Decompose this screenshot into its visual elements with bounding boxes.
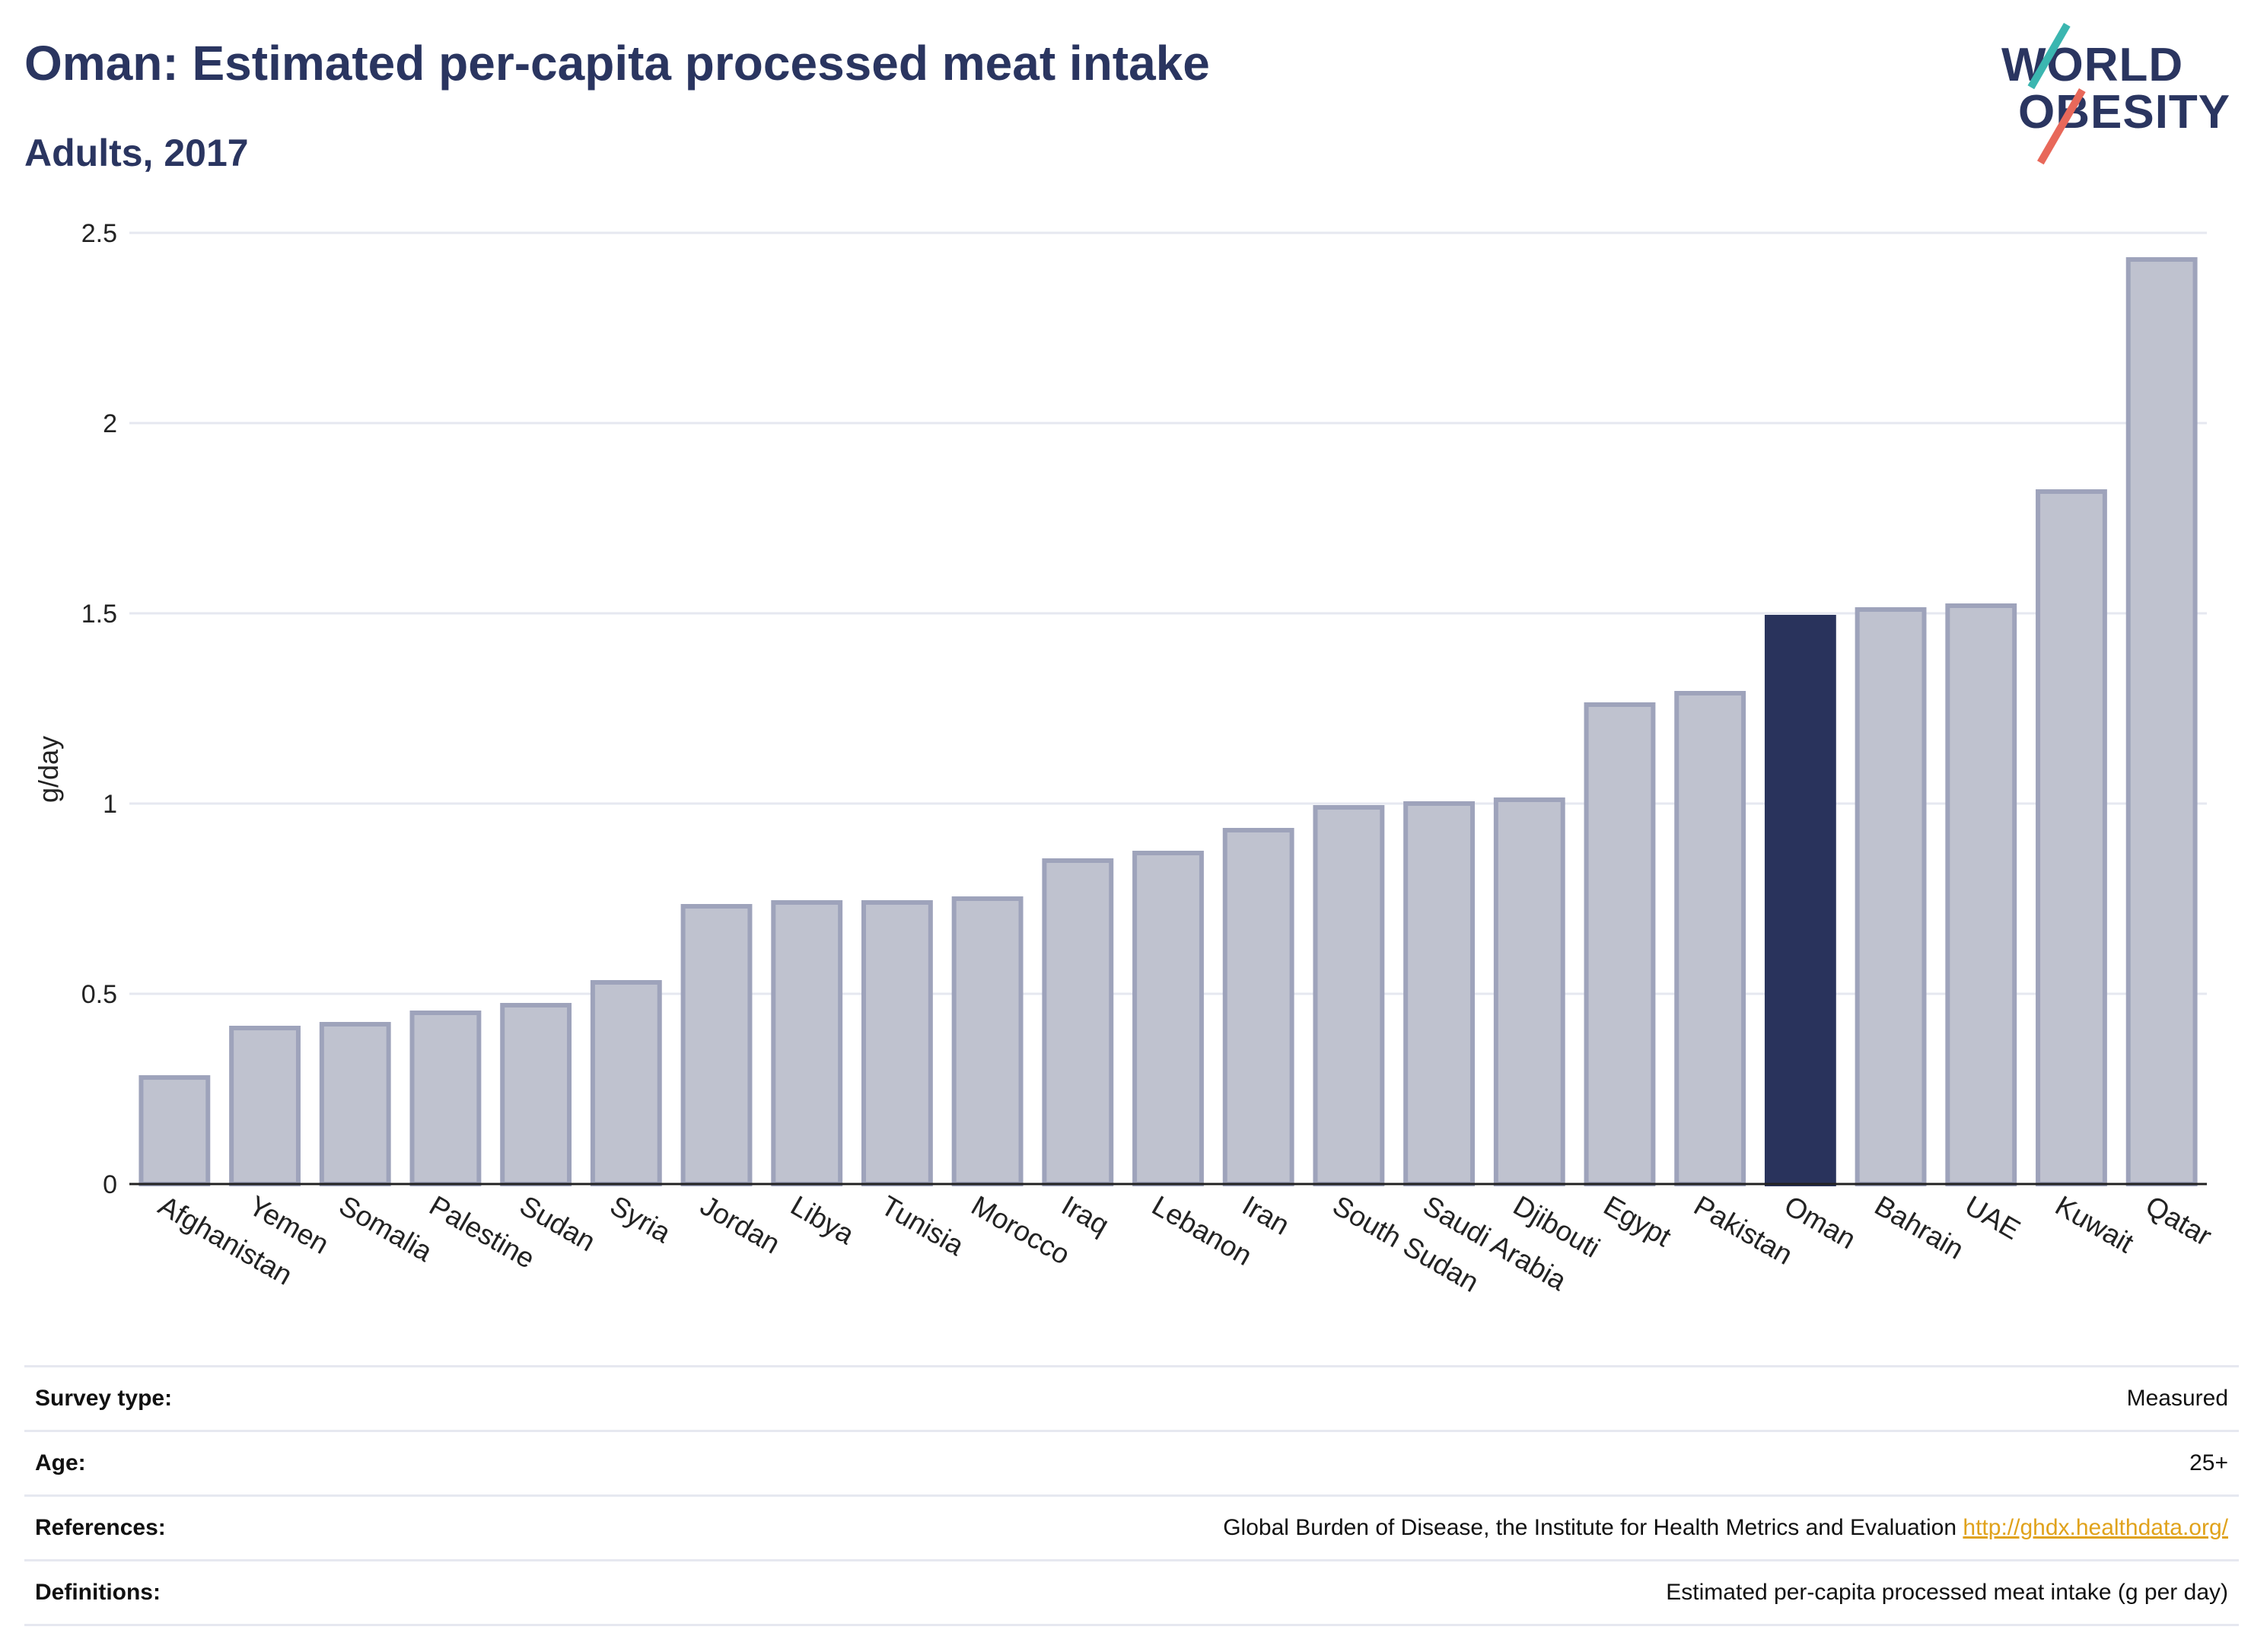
y-tick-label: 1.5	[81, 600, 117, 629]
x-tick-label: Jordan	[696, 1189, 785, 1259]
info-value-references: Global Burden of Disease, the Institute …	[1223, 1515, 2228, 1541]
x-tick-label: UAE	[1960, 1189, 2025, 1246]
x-tick-label: Tunisia	[876, 1189, 969, 1262]
bar	[951, 896, 1024, 1186]
info-row-survey-type: Survey type: Measured	[24, 1365, 2239, 1430]
info-value: Estimated per-capita processed meat inta…	[1666, 1580, 2228, 1605]
x-tick-label: Bahrain	[1870, 1189, 1969, 1265]
reference-text: Global Burden of Disease, the Institute …	[1223, 1515, 1957, 1540]
x-tick-label: Kuwait	[2050, 1189, 2139, 1259]
x-tick-label: Iran	[1237, 1189, 1295, 1240]
bar	[861, 900, 933, 1186]
y-tick-label: 1	[103, 790, 117, 819]
bar	[500, 1003, 572, 1186]
chart-title: Oman: Estimated per-capita processed mea…	[24, 36, 1210, 91]
x-tick-label: Morocco	[966, 1189, 1075, 1270]
bar	[138, 1075, 211, 1186]
y-axis-label: g/day	[33, 736, 64, 803]
info-value: Measured	[2126, 1386, 2228, 1411]
bar	[680, 904, 753, 1186]
bar	[590, 980, 662, 1186]
bar	[1674, 691, 1746, 1186]
info-row-definitions: Definitions: Estimated per-capita proces…	[24, 1559, 2239, 1626]
y-tick-label: 0.5	[81, 980, 117, 1009]
bar	[771, 900, 843, 1186]
bar	[1222, 828, 1294, 1186]
bars	[138, 257, 2198, 1186]
bar	[319, 1022, 391, 1186]
chart-subtitle: Adults, 2017	[24, 132, 249, 174]
bar	[1855, 607, 1927, 1186]
info-row-age: Age: 25+	[24, 1430, 2239, 1494]
bar	[1403, 801, 1476, 1186]
bar	[1493, 797, 1565, 1186]
info-key: Definitions:	[35, 1580, 161, 1605]
bar	[1132, 851, 1204, 1186]
world-obesity-logo[interactable]: WORLD OBESITY	[1979, 23, 2237, 165]
bar	[1042, 858, 1114, 1186]
bar	[2036, 489, 2107, 1186]
bar	[1764, 615, 1836, 1186]
y-axis-title: g/day	[33, 736, 64, 803]
y-tick-label: 2.5	[81, 219, 117, 248]
bar	[2125, 257, 2198, 1186]
info-table: Survey type: Measured Age: 25+ Reference…	[24, 1365, 2239, 1626]
logo-text-obesity: OBESITY	[2018, 86, 2231, 138]
info-key: References:	[35, 1515, 166, 1540]
info-key: Survey type:	[35, 1386, 173, 1411]
info-row-references: References: Global Burden of Disease, th…	[24, 1494, 2239, 1559]
x-tick-label: Libya	[785, 1189, 859, 1250]
reference-link[interactable]: http://ghdx.healthdata.org/	[1963, 1515, 2228, 1540]
bar	[229, 1026, 301, 1186]
y-tick-label: 0	[103, 1170, 117, 1199]
info-key: Age:	[35, 1450, 86, 1475]
bar	[1313, 805, 1385, 1186]
x-tick-label: Qatar	[2141, 1189, 2218, 1252]
x-tick-label: Egypt	[1598, 1189, 1676, 1253]
x-tick-label: Pakistan	[1689, 1189, 1797, 1270]
info-value: 25+	[2189, 1450, 2228, 1475]
x-tick-label: Lebanon	[1147, 1189, 1257, 1272]
bar	[1584, 702, 1656, 1186]
y-tick-label: 2	[103, 409, 117, 438]
x-tick-label: Iraq	[1056, 1189, 1114, 1240]
x-tick-label: Somalia	[334, 1189, 438, 1268]
bar	[409, 1011, 482, 1186]
x-tick-label: Syria	[605, 1189, 677, 1249]
bar	[1945, 603, 2017, 1186]
